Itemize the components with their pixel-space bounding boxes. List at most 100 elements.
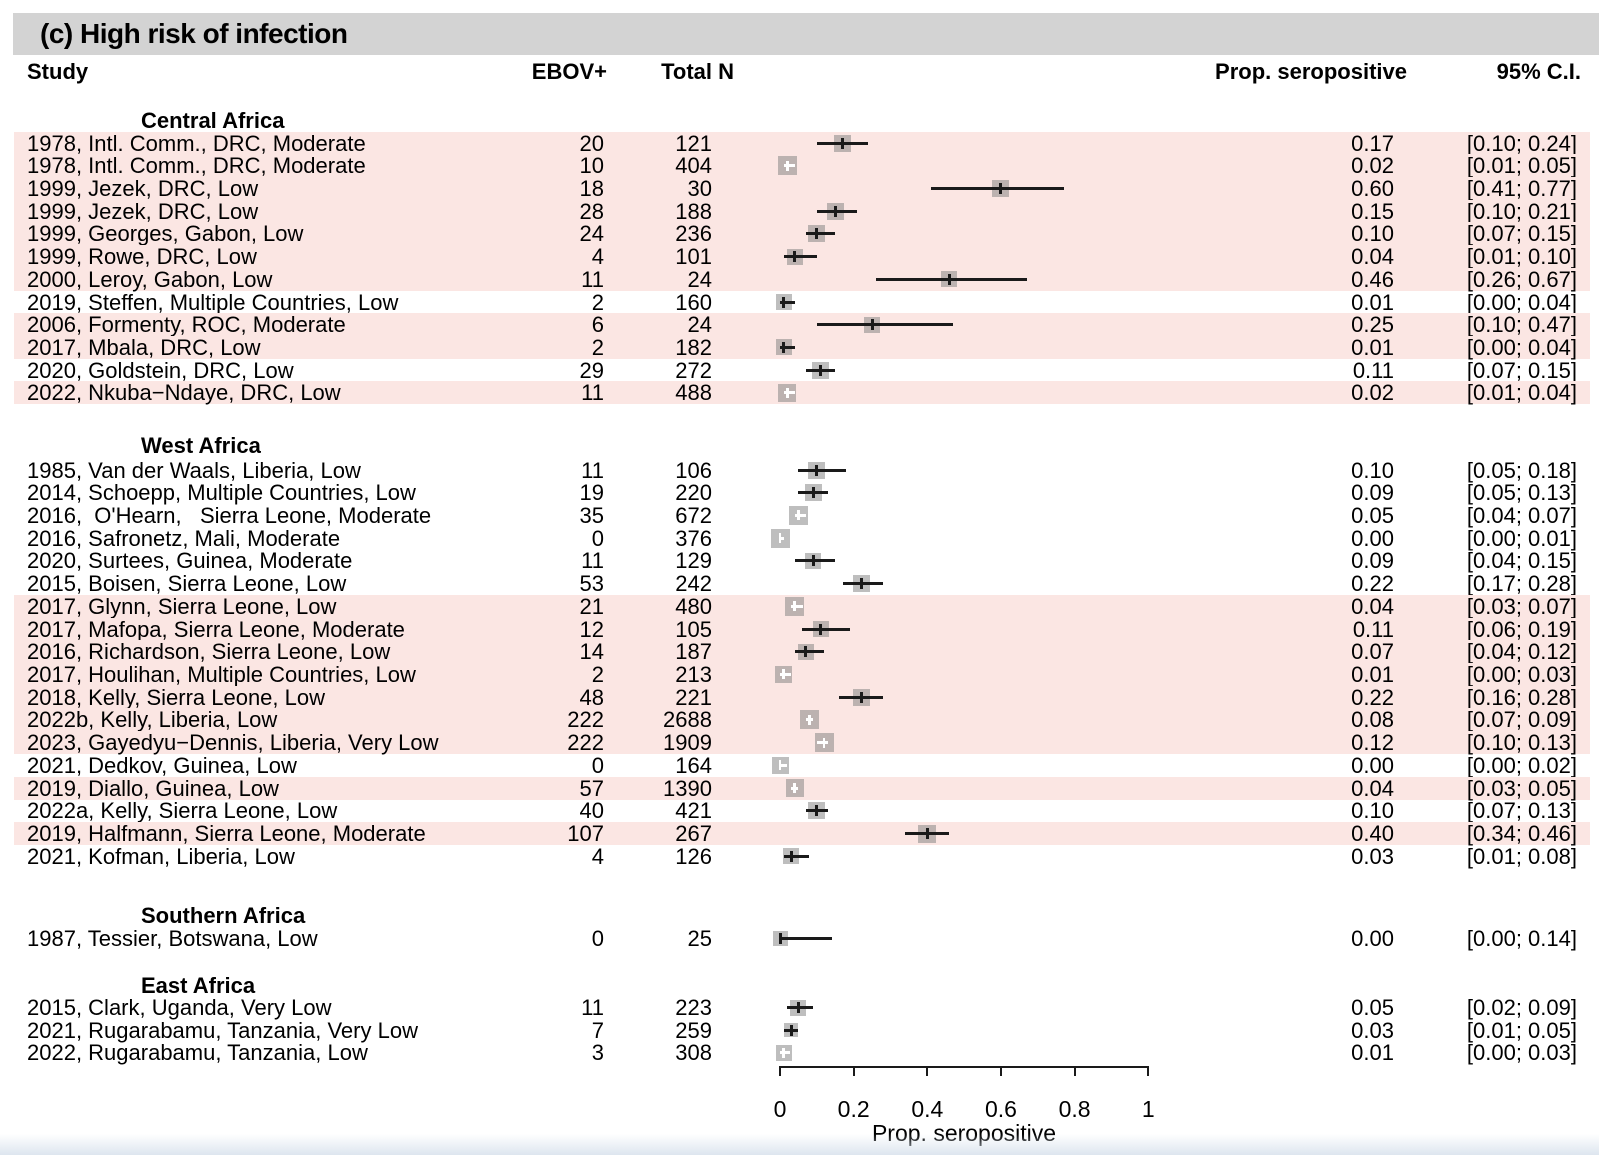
study-row: 2017, Houlihan, Multiple Countries, Low 2… (0, 661, 1599, 687)
ebov-value: 2 (591, 661, 604, 687)
highlight-band (14, 731, 1590, 755)
ci-line-inner (780, 763, 787, 767)
ci-value: [0.01; 0.08] (1466, 843, 1577, 869)
total-n-value: 187 (675, 639, 712, 665)
ci-value: [0.10; 0.24] (1466, 130, 1577, 156)
ci-value: [0.26; 0.67] (1466, 266, 1577, 292)
highlight-band (14, 685, 1590, 709)
study-row: 2021, Rugarabamu, Tanzania, Very Low 7 259… (0, 1019, 1599, 1042)
ci-line-inner (780, 1051, 791, 1055)
ci-line-inner (794, 513, 806, 517)
ci-line (798, 468, 847, 472)
study-label: 2021, Dedkov, Guinea, Low (27, 752, 297, 778)
group-header-west-africa: West Africa (141, 432, 261, 458)
ci-line-inner (780, 672, 791, 676)
estimate-tick (833, 205, 837, 217)
study-label: 1978, Intl. Comm., DRC, Moderate (27, 130, 366, 156)
ci-value: [0.10; 0.21] (1466, 198, 1577, 224)
study-row: 2016, Safronetz, Mali, Moderate 0 376 0.00 [… (0, 527, 1599, 550)
study-row: 2021, Kofman, Liberia, Low 4 126 0.03 [0.01;… (0, 845, 1599, 868)
total-n-value: 1390 (663, 775, 712, 801)
study-label: 2014, Schoepp, Multiple Countries, Low (27, 480, 416, 506)
ci-line (794, 650, 825, 654)
prop-value: 0.11 (1352, 357, 1394, 383)
ci-value: [0.00; 0.14] (1466, 925, 1577, 951)
estimate-tick (804, 646, 808, 658)
study-row: 2022b, Kelly, Liberia, Low 222 2688 0.08 [0.… (0, 707, 1599, 733)
group-header-southern-africa: Southern Africa (141, 903, 306, 928)
total-n-value: 188 (675, 198, 712, 224)
ebov-value: 11 (581, 380, 604, 406)
x-axis-tick-label: 0 (773, 1096, 787, 1122)
group-header-central-africa: Central Africa (141, 107, 285, 133)
total-n-value: 2688 (663, 707, 712, 733)
study-row: 1978, Intl. Comm., DRC, Moderate 20 121 0.1… (0, 130, 1599, 156)
highlight-band (14, 176, 1590, 200)
highlight-band (14, 313, 1590, 337)
highlight-band (14, 222, 1590, 246)
ci-value: [0.02; 0.09] (1466, 995, 1577, 1020)
estimate-tick (819, 623, 822, 635)
ebov-value: 222 (567, 707, 604, 733)
study-label: 2006, Formenty, ROC, Moderate (27, 312, 346, 338)
total-n-value: 267 (675, 821, 712, 847)
total-n-value: 220 (675, 480, 712, 506)
ebov-value: 0 (591, 925, 604, 951)
estimate-tick (999, 182, 1003, 194)
estimate-tick (870, 319, 874, 331)
study-row: 2018, Kelly, Sierra Leone, Low 48 221 0.22 [… (0, 685, 1599, 709)
study-row: 2019, Diallo, Guinea, Low 57 1390 0.04 [0.03… (0, 775, 1599, 801)
estimate-tick (811, 487, 815, 499)
ebov-value: 29 (579, 357, 604, 383)
total-n-value: 24 (687, 266, 712, 292)
estimate-tick (811, 555, 815, 567)
prop-value: 0.60 (1351, 175, 1394, 201)
estimate-tick (793, 601, 796, 612)
ci-value: [0.17; 0.28] (1466, 571, 1577, 597)
column-header-prop-seropositive: Prop. seropositive (1215, 59, 1407, 84)
study-label: 1978, Intl. Comm., DRC, Moderate (27, 153, 366, 179)
study-row: 2017, Mafopa, Sierra Leone, Moderate 12 10… (0, 616, 1599, 642)
ci-line (783, 255, 817, 259)
estimate-tick (782, 296, 786, 308)
study-label: 2022b, Kelly, Liberia, Low (27, 707, 278, 733)
study-label: 2015, Clark, Uganda, Very Low (27, 995, 332, 1020)
highlight-band (14, 662, 1590, 686)
study-row: 1999, Georges, Gabon, Low 24 236 0.10 [0.07;… (0, 221, 1599, 247)
column-header-ebov: EBOV+ (531, 59, 607, 84)
ebov-value: 11 (581, 457, 604, 483)
total-n-value: 236 (675, 221, 712, 247)
estimate-tick (793, 783, 796, 794)
ci-value: [0.04; 0.12] (1466, 639, 1577, 665)
highlight-band (14, 822, 1590, 846)
study-row: 2021, Dedkov, Guinea, Low 0 164 0.00 [0.00; … (0, 754, 1599, 777)
prop-value: 0.15 (1351, 198, 1394, 224)
prop-value: 0.11 (1352, 616, 1394, 642)
study-row: 2019, Halfmann, Sierra Leone, Moderate 10… (0, 821, 1599, 847)
prop-value: 0.04 (1351, 244, 1394, 270)
total-n-value: 182 (675, 334, 712, 360)
estimate-tick (808, 714, 811, 725)
total-n-value: 121 (675, 130, 712, 156)
total-n-value: 272 (675, 357, 712, 383)
study-row: 2023, Gayedyu−Dennis, Liberia, Very Low 2… (0, 731, 1599, 755)
x-axis-tick (999, 1066, 1002, 1076)
ebov-value: 107 (567, 821, 604, 847)
x-axis-line (780, 1066, 1149, 1068)
estimate-tick (815, 464, 819, 476)
study-label: 2022a, Kelly, Sierra Leone, Low (27, 798, 338, 824)
highlight-band (14, 381, 1590, 405)
study-label: 1999, Jezek, DRC, Low (27, 198, 259, 224)
ebov-value: 21 (579, 593, 604, 619)
ebov-value: 6 (591, 312, 604, 338)
ci-value: [0.03; 0.07] (1466, 593, 1577, 619)
total-n-value: 488 (675, 380, 712, 406)
total-n-value: 126 (675, 843, 712, 869)
ci-line (802, 627, 850, 631)
highlight-band (14, 131, 1590, 155)
ci-value: [0.34; 0.46] (1466, 821, 1577, 847)
x-axis-tick-label: 0.8 (1058, 1096, 1091, 1122)
ci-line (787, 1006, 814, 1009)
total-n-value: 376 (675, 525, 712, 551)
study-label: 2022, Rugarabamu, Tanzania, Low (27, 1040, 368, 1066)
